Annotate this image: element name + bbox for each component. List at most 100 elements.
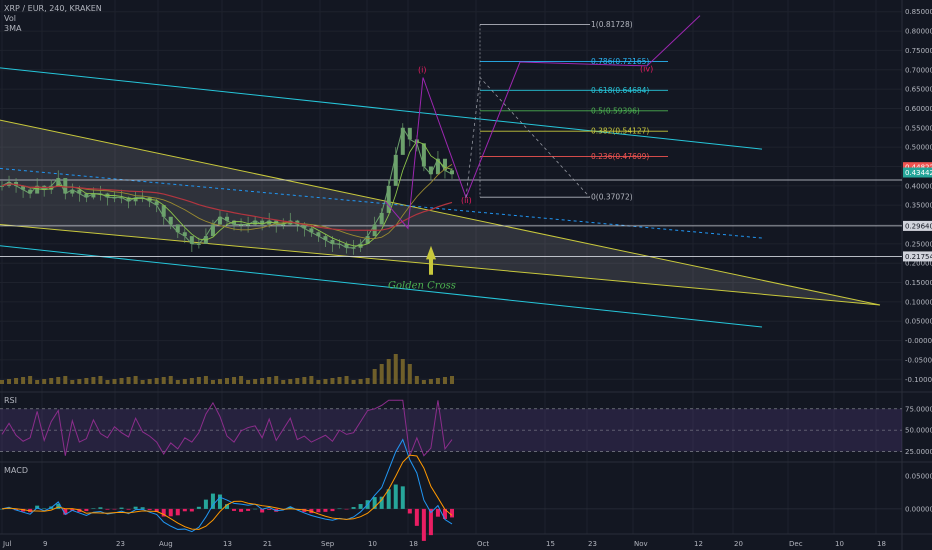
price-candle-body [56,178,61,186]
price-candle-body [168,216,173,225]
price-candle-body [379,212,384,225]
y-tick-label-1: 0.80000 [905,28,932,36]
price-candle-body [260,220,265,225]
wave-label-iv: (iv) [640,65,653,74]
macd-histogram-bar [21,508,26,512]
volume-bar [217,379,222,384]
volume-bar [386,359,391,384]
price-candle-body [189,236,194,244]
volume-bar [400,359,405,384]
volume-bar [365,378,370,384]
macd-signal-line [1,454,453,530]
macd-histogram-bar [442,508,447,519]
macd-histogram-bar [147,508,152,510]
price-candle-body [442,158,447,171]
volume-bar [260,378,265,384]
volume-bar [316,380,321,384]
y-tick-label-6: 0.55000 [905,124,932,132]
volume-bar [414,376,419,384]
macd-histogram-bar [400,486,405,509]
volume-bar [323,379,328,384]
volume-bar [7,379,12,384]
price-candle-body [393,154,398,186]
price-candle-body [365,236,370,244]
price-candle-body [309,228,314,233]
volume-bar [84,378,89,384]
volume-legend: Vol [4,14,16,23]
price-candle-body [330,239,335,244]
volume-bar [189,378,194,384]
price-candle-body [70,189,75,194]
projection-dashed-path [465,76,591,198]
symbol-title: XRP / EUR, 240, KRAKEN [4,4,102,13]
volume-bar [70,380,75,384]
volume-bar [119,378,124,384]
volume-bar [379,364,384,384]
price-candle-body [210,224,215,237]
volume-bar [105,380,110,384]
macd-histogram-bar [358,504,363,509]
volume-group [0,354,454,384]
macd-histogram-bar [288,506,293,509]
price-candle-body [14,181,19,186]
macd-histogram-bar [210,493,215,509]
volume-bar [63,376,68,384]
volume-bar [450,376,454,384]
price-candle-body [154,201,159,206]
y-tick-label-18: -0.05000 [905,356,932,364]
x-tick-label-5: 21 [263,540,272,548]
volume-bar [281,380,286,384]
price-candle-body [126,197,131,202]
price-candle-body [182,232,187,237]
macd-histogram-bar [217,494,222,509]
golden-cross-annotation: Golden Cross [388,280,456,291]
volume-bar [14,378,19,384]
x-tick-label-0: Jul [2,540,12,548]
price-candle-body [435,158,440,175]
macd-histogram-bar [63,508,68,515]
price-candle-body [133,197,138,202]
price-tag-bg-0 [903,162,932,173]
volume-bar [246,380,251,384]
macd-histogram-bar [393,484,398,509]
price-candle-body [91,193,96,198]
rsi-tick-label-1: 50.0000 [905,427,932,435]
volume-bar [133,376,138,384]
volume-bar [161,377,166,384]
macd-histogram-bar [323,508,328,512]
macd-histogram-bar [337,508,342,510]
volume-bar [407,364,412,384]
volume-bar [56,377,61,384]
price-candle-body [161,205,166,217]
symbol-legend[interactable]: XRP / EUR, 240, KRAKEN Vol 3MA [4,4,102,34]
fib-label-6: 0(0.37072) [591,193,633,202]
macd-histogram-bar [267,508,272,510]
volume-bar [428,379,433,384]
macd-histogram-bar [182,508,187,512]
macd-histogram-bar [175,508,180,516]
volume-bar [239,376,244,384]
volume-bar [196,377,201,384]
volume-bar [351,380,356,384]
volume-bar [267,377,272,384]
macd-histogram-bar [98,507,103,509]
volume-bar [295,378,300,384]
x-tick-label-6: Sep [321,540,335,548]
macd-histogram-bar [168,508,173,517]
macd-histogram-bar [351,507,356,509]
y-tick-label-4: 0.65000 [905,86,932,94]
wedge-lower-line [0,224,881,306]
volume-bar [42,379,47,384]
volume-bar [147,379,152,384]
volume-bar [126,377,131,384]
fib-label-3: 0.5(0.59396) [591,106,640,115]
x-tick-label-7: 10 [368,540,377,548]
y-tick-label-3: 0.70000 [905,66,932,74]
price-candle-body [421,143,426,167]
y-tick-label-9: 0.40000 [905,182,932,190]
macd-histogram-bar [379,496,384,509]
macd-legend: MACD [4,466,28,475]
x-tick-label-14: 20 [734,540,743,548]
